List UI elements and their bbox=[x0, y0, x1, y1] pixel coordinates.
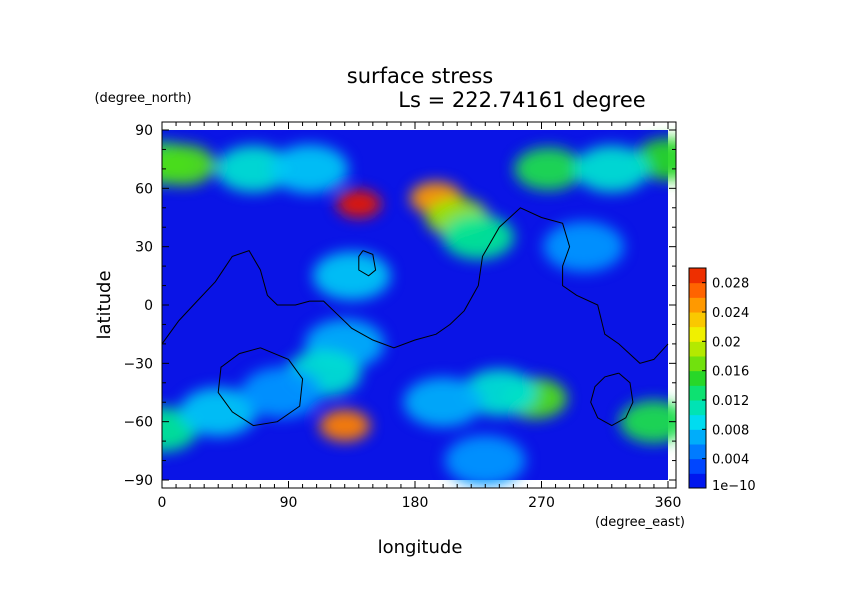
colorbar-band bbox=[689, 429, 706, 445]
colorbar-band bbox=[689, 400, 706, 416]
colorbar-band bbox=[689, 356, 706, 372]
heatmap-feature-23 bbox=[543, 221, 624, 272]
colorbar-band bbox=[689, 458, 706, 474]
heatmap-feature-1 bbox=[162, 144, 216, 186]
colorbar-tick-label: 1e−10 bbox=[712, 479, 756, 494]
y-tick-label: 60 bbox=[135, 181, 153, 197]
colorbar-band bbox=[689, 414, 706, 430]
x-units-label: (degree_east) bbox=[595, 515, 685, 530]
y-tick-label: 90 bbox=[135, 123, 153, 139]
heatmap-field bbox=[162, 138, 676, 486]
colorbar-tick-label: 0.028 bbox=[712, 277, 749, 292]
y-tick-label: 30 bbox=[135, 240, 153, 256]
heatmap-feature-5 bbox=[336, 189, 382, 218]
colorbar-band bbox=[689, 326, 706, 342]
colorbar-tick-label: 0.008 bbox=[712, 423, 749, 438]
heatmap-feature-10 bbox=[574, 145, 650, 193]
heatmap-feature-20 bbox=[241, 367, 322, 418]
heatmap-feature-4 bbox=[270, 144, 349, 194]
x-tick-label: 0 bbox=[158, 495, 167, 511]
y-tick-label: −90 bbox=[123, 473, 153, 489]
x-axis-label: longitude bbox=[378, 537, 463, 558]
colorbar-frame bbox=[688, 267, 707, 489]
colorbar-tick-label: 0.012 bbox=[712, 394, 749, 409]
heatmap-feature-8 bbox=[442, 214, 515, 260]
contour-line-1 bbox=[358, 250, 377, 277]
contour-line-3 bbox=[590, 372, 634, 427]
x-tick-labels: 0 90 180 270 360 bbox=[158, 495, 682, 511]
contour-line-0 bbox=[162, 207, 669, 364]
heatmap-feature-3 bbox=[216, 145, 291, 193]
heatmap-feature-13 bbox=[319, 409, 371, 442]
colorbar-band bbox=[689, 282, 706, 298]
heatmap-feature-19 bbox=[179, 387, 258, 437]
heatmap-feature-17 bbox=[619, 400, 676, 444]
colorbar: 1e−10 0.004 0.008 0.012 0.016 0.02 0.024 0.028 bbox=[688, 267, 756, 494]
colorbar-band bbox=[689, 341, 706, 357]
colorbar-band bbox=[689, 444, 706, 460]
x-tick-label: 90 bbox=[280, 495, 298, 511]
colorbar-band bbox=[689, 312, 706, 328]
x-tick-label: 270 bbox=[528, 495, 555, 511]
axis-ticks bbox=[161, 122, 676, 488]
chart-title: surface stress bbox=[347, 64, 493, 88]
colorbar-band bbox=[689, 473, 706, 489]
heatmap-feature-11 bbox=[312, 251, 391, 301]
coastline-contours bbox=[162, 207, 669, 427]
colorbar-band bbox=[689, 268, 706, 284]
colorbar-band bbox=[689, 297, 706, 313]
heatmap-feature-9 bbox=[514, 147, 583, 191]
colorbar-tick-label: 0.02 bbox=[712, 335, 741, 350]
y-tick-label: −60 bbox=[123, 415, 153, 431]
x-tick-label: 360 bbox=[655, 495, 682, 511]
y-tick-label: −30 bbox=[123, 356, 153, 372]
y-units-label: (degree_north) bbox=[94, 91, 191, 106]
heatmap-feature-21 bbox=[403, 377, 483, 427]
colorbar-tick-label: 0.016 bbox=[712, 365, 749, 380]
heatmap-feature-22 bbox=[444, 435, 526, 486]
colorbar-band bbox=[689, 370, 706, 386]
x-tick-label: 180 bbox=[402, 495, 429, 511]
y-tick-label: 0 bbox=[144, 298, 153, 314]
y-axis-label: latitude bbox=[94, 270, 115, 339]
chart-subtitle: Ls = 222.74161 degree bbox=[398, 88, 645, 112]
plot-area bbox=[161, 121, 677, 489]
contour-line-2 bbox=[217, 347, 304, 427]
colorbar-tick-label: 0.004 bbox=[712, 453, 749, 468]
y-tick-labels: 90 60 30 0 −30 −60 −90 bbox=[123, 123, 153, 489]
colorbar-tick-label: 0.024 bbox=[712, 306, 749, 321]
colorbar-band bbox=[689, 385, 706, 401]
